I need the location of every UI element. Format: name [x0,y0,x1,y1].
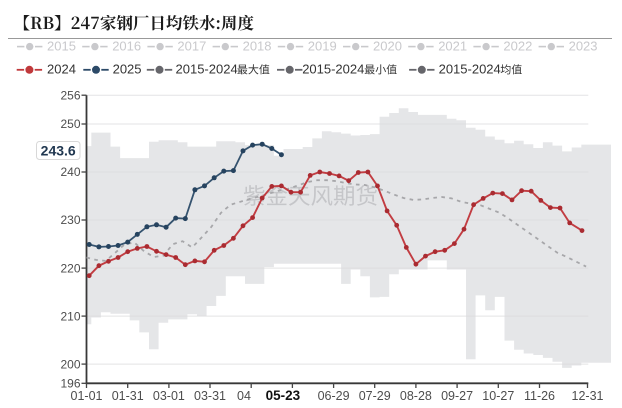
svg-text:2018: 2018 [243,39,272,54]
svg-text:03-31: 03-31 [194,389,226,403]
svg-text:243.6: 243.6 [41,143,76,159]
svg-text:11-26: 11-26 [524,389,555,403]
svg-text:2017: 2017 [177,39,206,54]
svg-text:07-29: 07-29 [359,389,391,403]
svg-text:2015: 2015 [47,39,76,54]
svg-text:256: 256 [60,88,80,102]
svg-text:2025: 2025 [113,62,142,77]
svg-text:2019: 2019 [308,39,337,54]
svg-text:03-01: 03-01 [153,389,185,403]
svg-text:2015-2024: 2015-2024 [439,62,501,77]
svg-text:200: 200 [60,357,80,371]
svg-text:06-29: 06-29 [318,389,350,403]
svg-text:196: 196 [60,377,80,391]
svg-text:2021: 2021 [438,39,467,54]
svg-text:2015-2024: 2015-2024 [176,62,238,77]
svg-text:04: 04 [237,389,251,403]
svg-text:210: 210 [60,309,80,323]
svg-text:2015-2024: 2015-2024 [302,62,364,77]
svg-text:09-27: 09-27 [441,389,473,403]
svg-text:230: 230 [60,213,80,227]
svg-text:01-31: 01-31 [112,389,144,403]
svg-text:10-27: 10-27 [482,389,514,403]
svg-text:2024: 2024 [47,62,76,77]
svg-text:2016: 2016 [112,39,141,54]
svg-text:2022: 2022 [503,39,532,54]
svg-text:220: 220 [60,261,80,275]
svg-text:2020: 2020 [373,39,402,54]
svg-text:250: 250 [60,117,80,131]
svg-text:12-31: 12-31 [572,389,604,403]
svg-text:2023: 2023 [569,39,598,54]
svg-text:01-01: 01-01 [71,389,103,403]
svg-text:240: 240 [60,165,80,179]
svg-text:08-28: 08-28 [400,389,432,403]
svg-text:05-23: 05-23 [266,388,301,403]
